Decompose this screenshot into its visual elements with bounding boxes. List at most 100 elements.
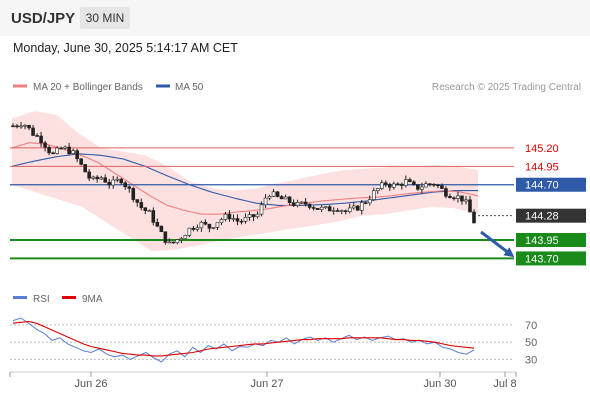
candle-body xyxy=(79,158,83,165)
candle-body xyxy=(215,222,220,228)
candle-body xyxy=(243,217,248,222)
candle-body xyxy=(351,205,356,209)
candle-body xyxy=(460,195,464,202)
candle-body xyxy=(15,125,19,128)
candle-body xyxy=(23,124,27,127)
candle-body xyxy=(231,218,236,220)
candle-body xyxy=(123,182,128,188)
timeframe-button[interactable]: 30 MIN xyxy=(80,7,130,29)
candle-body xyxy=(187,227,192,236)
level-label-144-70: 144.70 xyxy=(525,180,559,192)
candle-body xyxy=(19,125,23,128)
candle-body xyxy=(295,202,300,206)
candle-body xyxy=(99,177,103,180)
candle-body xyxy=(95,176,99,180)
candle-body xyxy=(436,184,440,187)
candle-body xyxy=(432,183,436,186)
moving-averages xyxy=(11,142,479,215)
candle-body xyxy=(227,213,232,220)
candle-body xyxy=(263,197,268,206)
candle-body xyxy=(63,146,67,149)
level-label-143-70: 143.70 xyxy=(525,253,559,265)
legend-ma50-swatch xyxy=(156,84,170,88)
legend-ma20-label: MA 20 + Bollinger Bands xyxy=(33,82,143,93)
rsi-tick-50: 50 xyxy=(525,337,537,349)
candle-body xyxy=(448,196,452,199)
legend-rsi-swatch xyxy=(13,296,27,299)
candle-body xyxy=(327,206,332,212)
candle-body xyxy=(31,127,35,136)
candle-body xyxy=(47,146,51,154)
candle-body xyxy=(107,181,112,186)
level-label-145-20: 145.20 xyxy=(525,143,559,155)
candle-body xyxy=(43,142,47,148)
ma20-line xyxy=(11,142,479,215)
candle-body xyxy=(143,207,148,211)
candle-body xyxy=(127,186,132,189)
legend-9ma-label: 9MA xyxy=(82,294,103,305)
candle-body xyxy=(287,196,292,203)
candle-body xyxy=(39,135,43,144)
candle-body xyxy=(155,222,160,227)
candle-body xyxy=(323,206,328,208)
price-levels: 145.20 144.95 144.70 144.28 143.95 143.70 xyxy=(10,143,586,266)
candle-body xyxy=(59,147,63,150)
candle-body xyxy=(412,181,416,185)
candle-body xyxy=(420,186,424,190)
candle-body xyxy=(183,235,188,239)
candle-body xyxy=(159,225,164,233)
candle-body xyxy=(452,197,456,200)
rsi-ma-line xyxy=(12,320,475,357)
candle-body xyxy=(219,219,224,224)
candle-body xyxy=(203,221,208,225)
candle-body xyxy=(171,241,176,244)
candle-body xyxy=(199,221,204,229)
forecast-arrow xyxy=(480,230,515,258)
candle-body xyxy=(131,188,136,200)
candle-body xyxy=(428,183,432,186)
rsi-tick-70: 70 xyxy=(525,320,537,332)
symbol-title: USD/JPY xyxy=(11,10,76,27)
candle-body xyxy=(440,185,444,189)
candle-body xyxy=(255,213,260,218)
candle-body xyxy=(147,210,152,212)
candle-body xyxy=(211,227,216,229)
candle-body xyxy=(191,227,196,230)
x-tick-label: Jun 30 xyxy=(423,378,456,390)
candle-body xyxy=(355,205,360,211)
candle-body xyxy=(139,202,144,209)
timestamp: Monday, June 30, 2025 5:14:17 AM CET xyxy=(13,41,238,55)
candle-body xyxy=(71,150,75,154)
legend-ma50-label: MA 50 xyxy=(175,82,204,93)
candle-body xyxy=(103,177,107,183)
x-tick-label: Jun 27 xyxy=(250,378,283,390)
candle-body xyxy=(111,179,116,186)
candle-body xyxy=(335,210,340,212)
candle-body xyxy=(11,125,15,128)
candle-body xyxy=(379,182,384,189)
ma50-line xyxy=(11,153,478,206)
candle-body xyxy=(195,227,200,230)
candle-body xyxy=(343,210,348,212)
current-price-label: 144.28 xyxy=(525,211,559,223)
candle-body xyxy=(283,196,288,200)
candle-body xyxy=(259,204,264,215)
candle-body xyxy=(444,188,448,197)
candle-body xyxy=(279,196,284,200)
credit-text: Research © 2025 Trading Central xyxy=(432,82,581,93)
bollinger-band-fill xyxy=(12,111,478,252)
candle-body xyxy=(223,213,228,220)
candle-body xyxy=(135,199,140,203)
header-bar: USD/JPY 30 MIN xyxy=(0,0,590,36)
candle-body xyxy=(424,183,428,188)
legend-ma20-swatch xyxy=(13,84,27,88)
candle-body xyxy=(163,231,168,243)
candle-body xyxy=(331,210,336,212)
candle-body xyxy=(91,176,95,179)
candle-body xyxy=(319,206,324,210)
candle-body xyxy=(87,171,91,179)
candle-body xyxy=(251,214,256,218)
candle-body xyxy=(275,191,280,197)
level-label-144-95: 144.95 xyxy=(525,161,559,173)
